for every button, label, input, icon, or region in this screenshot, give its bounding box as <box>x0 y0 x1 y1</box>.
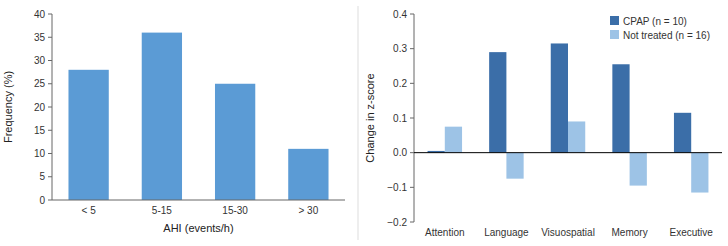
bar <box>68 70 108 200</box>
y-tick <box>410 152 414 153</box>
figure: 0 5 10 15 20 25 30 35 40 < 5 5-15 15-30 > 30 AHI (eve… <box>0 0 728 246</box>
bar <box>215 84 255 200</box>
y-tick-label: 40 <box>34 9 46 20</box>
y-tick <box>48 107 52 108</box>
y-tick <box>410 83 414 84</box>
x-tick-label: Language <box>484 227 529 238</box>
y-tick-label: 10 <box>34 148 46 159</box>
marks <box>68 33 328 200</box>
bar <box>445 127 462 153</box>
y-tick <box>48 130 52 131</box>
y-tick <box>48 176 52 177</box>
x-tick-label: 15-30 <box>222 205 248 216</box>
y-tick-label: 25 <box>34 78 46 89</box>
y-tick-label: −0.2 <box>387 217 407 228</box>
x-tick-label: 5-15 <box>152 205 172 216</box>
y-tick <box>410 222 414 223</box>
x-axis-label: AHI (events/h) <box>163 222 233 234</box>
x-tick-label: Visuospatial <box>541 227 595 238</box>
zero-line <box>414 152 722 153</box>
bar <box>568 121 585 152</box>
bar <box>506 153 523 179</box>
bar <box>674 113 691 153</box>
bar <box>142 33 182 200</box>
x-tick-label: > 30 <box>299 205 319 216</box>
y-tick-label: 15 <box>34 125 46 136</box>
y-tick <box>48 14 52 15</box>
legend-label: Not treated (n = 16) <box>623 30 710 41</box>
x-tick-label: < 5 <box>82 205 97 216</box>
y-tick <box>48 37 52 38</box>
bar <box>691 153 708 193</box>
panel-divider <box>358 6 359 240</box>
x-tick-label: Attention <box>425 227 464 238</box>
y-tick <box>410 118 414 119</box>
y-tick-label: 0.2 <box>393 78 407 89</box>
bar <box>288 149 328 200</box>
y-axis <box>52 14 53 200</box>
y-tick <box>410 14 414 15</box>
chart: −0.2 −0.1 0.0 0.1 0.2 0.3 0.4 Attention Language… <box>364 9 722 239</box>
y-tick-label: 30 <box>34 55 46 66</box>
y-axis <box>414 14 415 222</box>
y-tick <box>410 48 414 49</box>
y-tick <box>48 200 52 201</box>
y-tick-label: 5 <box>39 171 45 182</box>
y-tick-label: 0.0 <box>393 147 407 158</box>
y-tick-label: 0.1 <box>393 113 407 124</box>
y-tick-label: 20 <box>34 102 46 113</box>
y-tick-label: −0.1 <box>387 182 407 193</box>
y-tick <box>410 187 414 188</box>
legend-swatch <box>610 16 619 25</box>
bar <box>551 43 568 152</box>
y-tick-label: 0 <box>39 195 45 206</box>
legend-swatch <box>610 30 619 39</box>
bar <box>630 153 647 186</box>
x-tick-label: Executive <box>670 227 714 238</box>
legend: CPAP (n = 10) Not treated (n = 16) <box>610 16 710 41</box>
y-tick-label: 0.4 <box>393 9 407 20</box>
y-tick <box>48 83 52 84</box>
y-tick-label: 0.3 <box>393 43 407 54</box>
y-axis-label: Frequency (%) <box>2 71 14 143</box>
bar <box>489 52 506 153</box>
legend-label: CPAP (n = 10) <box>623 16 687 27</box>
bar <box>612 64 629 152</box>
y-tick-label: 35 <box>34 32 46 43</box>
y-tick <box>48 60 52 61</box>
marks <box>428 43 709 192</box>
y-tick <box>48 153 52 154</box>
x-tick-label: Memory <box>612 227 648 238</box>
y-axis-label: Change in z-score <box>364 73 376 162</box>
x-axis <box>52 200 345 201</box>
chart: 0 5 10 15 20 25 30 35 40 < 5 5-15 15-30 > 30 AHI (eve… <box>2 9 345 235</box>
